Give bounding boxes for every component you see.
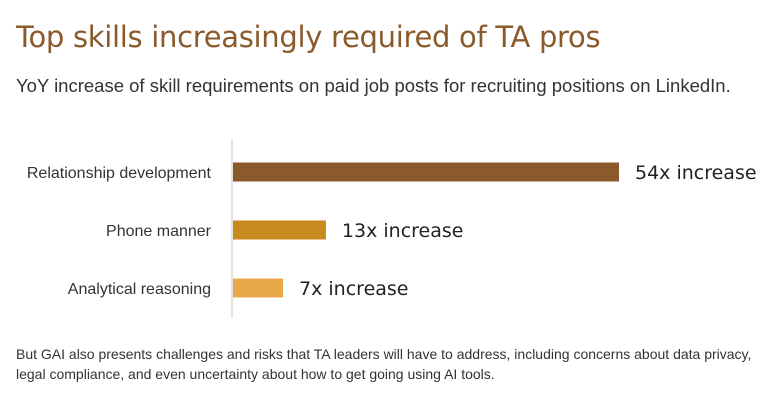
category-label: Relationship development bbox=[27, 165, 212, 182]
data-label: 13x increase bbox=[342, 220, 464, 242]
bar bbox=[233, 278, 284, 298]
data-label: 7x increase bbox=[299, 278, 408, 300]
chart-title: Top skills increasingly required of TA p… bbox=[16, 20, 601, 54]
bar-chart: Relationship development 54x increase Phon… bbox=[27, 140, 757, 318]
chart-subtitle: YoY increase of skill requirements on pa… bbox=[16, 75, 731, 96]
category-label: Analytical reasoning bbox=[68, 281, 211, 298]
bar bbox=[233, 162, 619, 182]
bar bbox=[233, 220, 326, 240]
category-label: Phone manner bbox=[106, 223, 212, 240]
footer-text: But GAI also presents challenges and ris… bbox=[16, 346, 752, 382]
data-label: 54x increase bbox=[635, 162, 757, 184]
